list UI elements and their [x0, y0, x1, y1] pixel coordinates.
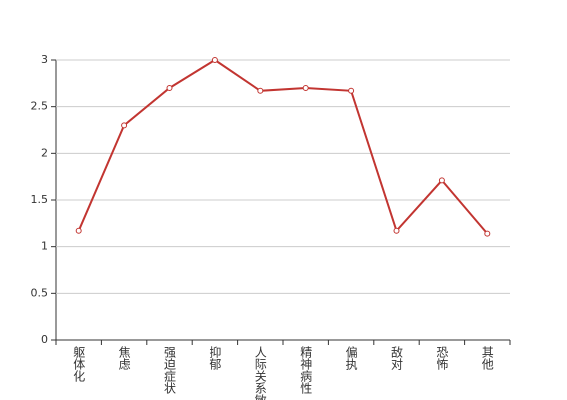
y-tick-label: 0.5: [31, 286, 49, 299]
x-tick-label: 抑郁: [208, 345, 222, 371]
point: [393, 227, 400, 234]
y-tick-label: 2: [41, 146, 48, 159]
point: [484, 230, 491, 237]
y-tick-label: 1.5: [31, 193, 49, 206]
y-tick-label: 0: [41, 333, 48, 346]
x-tick-label: 强迫症状: [163, 346, 177, 394]
point: [302, 85, 309, 91]
x-tick-label: 人际关系敏感: [253, 346, 267, 400]
point: [348, 87, 355, 94]
x-tick-label: 焦虑: [117, 346, 131, 370]
point: [121, 122, 128, 129]
y-tick-label: 3: [41, 53, 48, 66]
y-tick-label: 1: [41, 240, 48, 253]
point: [211, 57, 218, 63]
y-tick-label: 2.5: [31, 100, 49, 113]
x-tick-label: 精神病性: [299, 346, 313, 395]
line: [77, 58, 489, 235]
point: [75, 227, 82, 234]
x-tick-label: 其他: [480, 346, 494, 370]
x-tick-label: 恐怖: [435, 346, 449, 370]
point: [438, 177, 445, 184]
x-tick-label: 偏执: [344, 345, 358, 371]
point: [166, 85, 173, 91]
point: [257, 87, 264, 94]
x-tick-label: 敌对: [390, 345, 404, 370]
x-tick-label: 躯体化: [72, 345, 86, 383]
